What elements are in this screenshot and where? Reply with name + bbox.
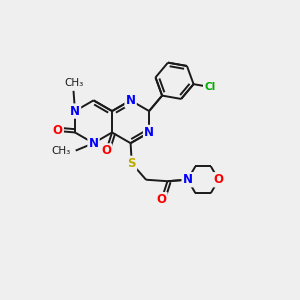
Text: CH₃: CH₃	[51, 146, 70, 156]
Text: O: O	[214, 173, 224, 186]
Text: N: N	[144, 126, 154, 139]
Text: S: S	[128, 157, 136, 170]
Text: CH₃: CH₃	[64, 79, 83, 88]
Text: N: N	[126, 94, 136, 107]
Text: O: O	[53, 124, 63, 137]
Text: N: N	[70, 105, 80, 118]
Text: N: N	[183, 173, 193, 186]
Text: O: O	[101, 144, 111, 158]
Text: N: N	[88, 137, 98, 150]
Text: Cl: Cl	[204, 82, 215, 92]
Text: O: O	[157, 193, 166, 206]
